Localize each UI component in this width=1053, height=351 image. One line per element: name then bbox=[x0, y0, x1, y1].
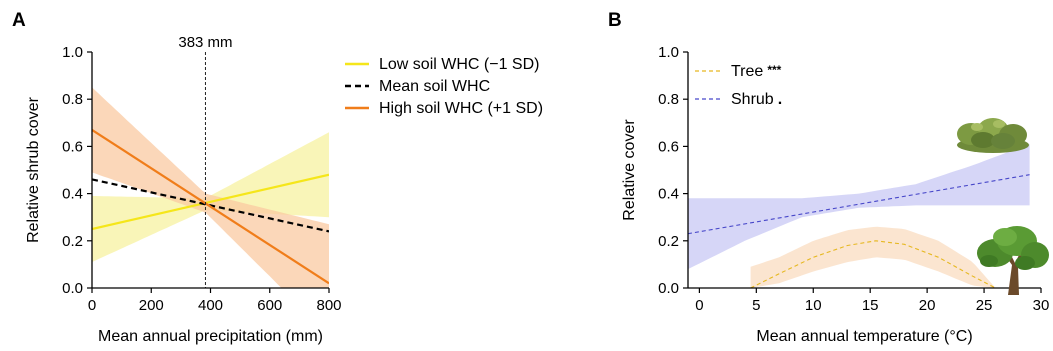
plot-area bbox=[688, 144, 1030, 288]
x-axis-title: Mean annual temperature (°C) bbox=[756, 328, 972, 345]
panel-a-chart: 383 mm 0.0 0.2 0.4 0.6 0.8 1.0 0 200 400 600 800 Mea… bbox=[25, 34, 543, 345]
x-tick-label: 600 bbox=[257, 297, 282, 314]
panel-label-b: B bbox=[608, 10, 622, 31]
reference-line-label: 383 mm bbox=[178, 34, 232, 51]
x-tick-label: 25 bbox=[976, 297, 993, 314]
y-axis-title: Relative shrub cover bbox=[25, 96, 42, 243]
legend-significance-0: *** bbox=[767, 63, 781, 77]
confidence-band-2 bbox=[92, 87, 329, 288]
panel-b-chart: 0.0 0.2 0.4 0.6 0.8 1.0 0 5 10 15 20 25 30 Mean annua… bbox=[621, 44, 1049, 345]
legend-label-0: Tree *** bbox=[731, 63, 782, 80]
x-tick-label: 200 bbox=[139, 297, 164, 314]
legend-label-0: Low soil WHC (−1 SD) bbox=[379, 56, 539, 73]
y-tick-label: 0.2 bbox=[62, 233, 83, 250]
x-tick-label: 30 bbox=[1033, 297, 1050, 314]
x-tick-label: 0 bbox=[695, 297, 703, 314]
x-tick-label: 400 bbox=[198, 297, 223, 314]
y-tick-label: 0.6 bbox=[62, 138, 83, 155]
y-tick-label: 0.2 bbox=[658, 233, 679, 250]
x-tick-label: 10 bbox=[805, 297, 822, 314]
y-tick-label: 0.8 bbox=[658, 91, 679, 108]
y-tick-label: 1.0 bbox=[62, 44, 83, 61]
y-tick-label: 0.0 bbox=[658, 280, 679, 297]
legend-significance-1: . bbox=[778, 91, 782, 108]
y-tick-label: 0.4 bbox=[658, 186, 679, 203]
legend-label-1: Shrub. bbox=[731, 91, 782, 108]
y-tick-label: 1.0 bbox=[658, 44, 679, 61]
x-tick-label: 15 bbox=[862, 297, 879, 314]
plot-area bbox=[92, 87, 329, 288]
confidence-band-1 bbox=[688, 144, 1030, 270]
tree-illustration-icon bbox=[977, 226, 1049, 295]
legend-label-1: Mean soil WHC bbox=[379, 78, 490, 95]
panel-label-a: A bbox=[12, 10, 26, 31]
series-line-0 bbox=[750, 240, 996, 288]
series-line-0 bbox=[92, 173, 329, 231]
legend: Tree *** Shrub. bbox=[695, 63, 782, 108]
x-tick-label: 0 bbox=[88, 297, 96, 314]
y-tick-label: 0.6 bbox=[658, 138, 679, 155]
legend-label-2: High soil WHC (+1 SD) bbox=[379, 100, 543, 117]
x-tick-label: 5 bbox=[752, 297, 760, 314]
x-tick-label: 20 bbox=[919, 297, 936, 314]
confidence-band-0 bbox=[750, 226, 996, 288]
series-line-2 bbox=[92, 128, 329, 285]
y-tick-label: 0.4 bbox=[62, 186, 83, 203]
legend: Low soil WHC (−1 SD) Mean soil WHC High so… bbox=[345, 56, 543, 117]
y-tick-label: 0.8 bbox=[62, 91, 83, 108]
x-axis-title: Mean annual precipitation (mm) bbox=[98, 328, 323, 345]
x-tick-label: 800 bbox=[316, 297, 341, 314]
series-line-1 bbox=[688, 174, 1030, 235]
y-tick-label: 0.0 bbox=[62, 280, 83, 297]
shrub-illustration-icon bbox=[957, 118, 1029, 153]
y-axis-title: Relative cover bbox=[621, 119, 638, 221]
